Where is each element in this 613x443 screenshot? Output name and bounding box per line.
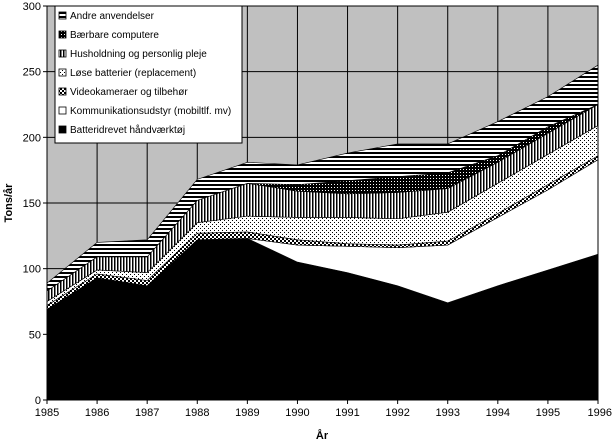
y-axis: 0 50 100 150 200 250 300 [23, 1, 48, 407]
x-axis: 1985 1986 1987 1988 1989 1990 1991 1992 1993 1994… [35, 400, 612, 419]
legend-label: Løse batterier (replacement) [70, 68, 196, 79]
y-tick-label: 250 [23, 67, 41, 79]
x-tick-label: 1991 [335, 407, 359, 419]
legend-swatch [58, 49, 67, 58]
y-tick-label: 300 [23, 1, 41, 13]
y-tick-label: 150 [23, 198, 41, 210]
legend: Andre anvendelser Bærbare computere Hushol… [54, 5, 243, 144]
legend-label: Bærbare computere [70, 30, 159, 41]
x-tick-label: 1986 [85, 407, 109, 419]
x-tick-label: 1995 [536, 407, 560, 419]
x-tick-label: 1988 [185, 407, 209, 419]
legend-swatch [58, 30, 67, 39]
legend-label: Husholdning og personlig pleje [70, 49, 207, 60]
x-tick-label: 1987 [135, 407, 159, 419]
legend-label: Andre anvendelser [70, 11, 155, 22]
y-tick-label: 100 [23, 264, 41, 276]
x-tick-label: 1993 [435, 407, 459, 419]
legend-swatch [58, 106, 67, 115]
legend-label: Videokameraer og tilbehør [70, 87, 188, 98]
x-tick-label: 1985 [35, 407, 59, 419]
legend-label: Kommunikationsudstyr (mobiltlf. mv) [70, 106, 231, 117]
y-tick-label: 200 [23, 132, 41, 144]
x-tick-label: 1996 [588, 407, 612, 419]
legend-swatch [58, 125, 67, 134]
x-axis-title: År [316, 429, 329, 442]
x-tick-label: 1989 [235, 407, 259, 419]
x-tick-label: 1994 [486, 407, 510, 419]
y-tick-label: 50 [29, 329, 41, 341]
x-tick-label: 1990 [285, 407, 309, 419]
legend-label: Batteridrevet håndværktøj [70, 124, 185, 136]
legend-swatch [58, 87, 67, 96]
legend-swatch [58, 11, 67, 20]
y-tick-label: 0 [35, 395, 41, 407]
legend-box [54, 5, 243, 144]
legend-swatch [58, 68, 67, 77]
x-tick-label: 1992 [385, 407, 409, 419]
y-axis-title: Tons/år [3, 183, 15, 223]
